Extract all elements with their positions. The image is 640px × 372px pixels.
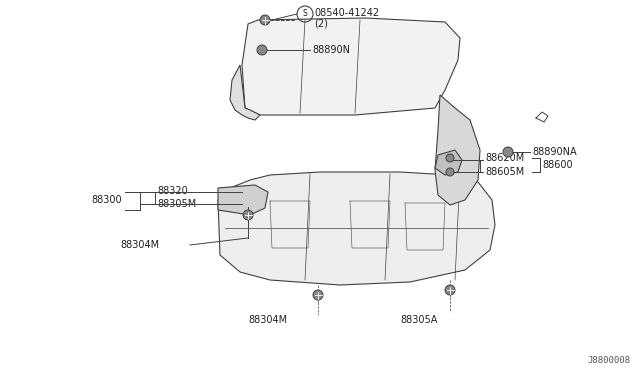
Circle shape: [446, 154, 454, 162]
Polygon shape: [435, 95, 480, 205]
Text: 88305M: 88305M: [157, 199, 196, 209]
Circle shape: [445, 285, 455, 295]
Polygon shape: [230, 65, 260, 120]
Text: 88304M: 88304M: [248, 315, 287, 325]
Text: 88304M: 88304M: [120, 240, 159, 250]
Text: 88890NA: 88890NA: [532, 147, 577, 157]
Text: J8800008: J8800008: [587, 356, 630, 365]
Polygon shape: [435, 150, 462, 175]
Circle shape: [503, 147, 513, 157]
Polygon shape: [218, 172, 495, 285]
Text: 88620M: 88620M: [485, 153, 524, 163]
Polygon shape: [242, 18, 460, 115]
Text: 88320: 88320: [157, 186, 188, 196]
Text: 08540-41242: 08540-41242: [314, 8, 379, 18]
Text: (2): (2): [314, 19, 328, 29]
Circle shape: [446, 168, 454, 176]
Text: 88305A: 88305A: [400, 315, 437, 325]
Circle shape: [243, 210, 253, 220]
Text: 88300: 88300: [92, 195, 122, 205]
Circle shape: [257, 45, 267, 55]
Circle shape: [313, 290, 323, 300]
Circle shape: [260, 15, 270, 25]
Polygon shape: [218, 185, 268, 215]
Text: 88890N: 88890N: [312, 45, 350, 55]
Text: 88600: 88600: [542, 160, 573, 170]
Text: S: S: [303, 10, 307, 19]
Text: 88605M: 88605M: [485, 167, 524, 177]
